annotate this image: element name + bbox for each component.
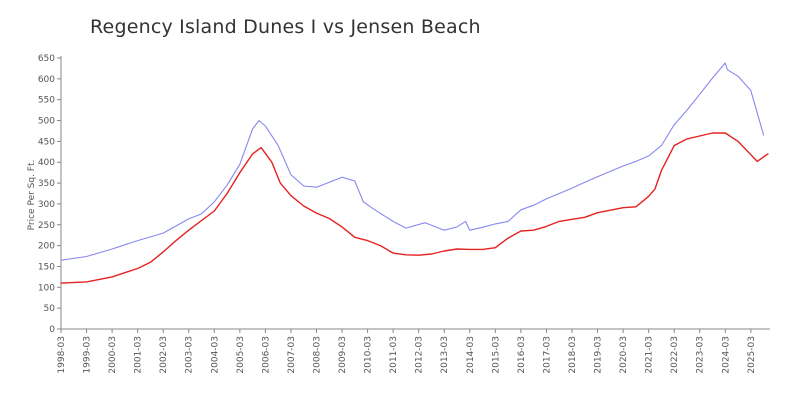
y-tick-label: 200	[38, 242, 55, 252]
x-tick-label: 2004-03	[210, 336, 220, 374]
x-tick-label: 2023-03	[696, 336, 706, 374]
x-tick-label: 2010-03	[364, 336, 374, 374]
y-tick-label: 450	[38, 137, 55, 147]
x-tick-label: 2015-03	[491, 336, 501, 374]
y-tick-label: 0	[49, 325, 55, 335]
y-tick-label: 550	[38, 96, 55, 106]
x-tick-label: 2020-03	[619, 336, 629, 374]
x-tick-label: 2003-03	[185, 336, 195, 374]
axes: 0 50 100 150 200 250 300 350 400 450 500 550 600 650 1…	[27, 54, 770, 374]
y-axis-label: Price Per Sq. Ft.	[27, 160, 37, 231]
x-tick-label: 2007-03	[287, 336, 297, 374]
y-tick-label: 100	[38, 283, 55, 293]
x-tick-label: 2009-03	[338, 336, 348, 374]
y-tick-label: 350	[38, 179, 55, 189]
x-tick-label: 2014-03	[466, 336, 476, 374]
series-line-1	[60, 62, 765, 261]
y-tick-label: 650	[38, 54, 55, 64]
x-tick-label: 2011-03	[389, 336, 399, 374]
x-tick-label: 2018-03	[568, 336, 578, 374]
x-tick-label: 2016-03	[517, 336, 527, 374]
x-tick-label: 2005-03	[236, 336, 246, 374]
y-tick-label: 300	[38, 200, 55, 210]
x-tick-label: 1998-03	[57, 336, 67, 374]
x-tick-label: 2000-03	[108, 336, 118, 374]
x-tick-label: 2019-03	[594, 336, 604, 374]
y-tick-label: 150	[38, 262, 55, 272]
x-tick-label: 2012-03	[415, 336, 425, 374]
x-tick-label: 2022-03	[670, 336, 680, 374]
y-tick-label: 250	[38, 221, 55, 231]
chart-title: Regency Island Dunes I vs Jensen Beach	[90, 16, 481, 38]
y-tick-label: 50	[44, 304, 56, 314]
x-tick-label: 1999-03	[83, 336, 93, 374]
x-tick-label: 2006-03	[261, 336, 271, 374]
x-tick-label: 2008-03	[312, 336, 322, 374]
x-tick-label: 2017-03	[542, 336, 552, 374]
series-group	[60, 62, 769, 284]
series-line-2	[60, 132, 769, 284]
x-tick-label: 2013-03	[440, 336, 450, 374]
x-tick-label: 2021-03	[645, 336, 655, 374]
x-tick-label: 2002-03	[159, 336, 169, 374]
y-tick-label: 400	[38, 158, 55, 168]
y-tick-label: 500	[38, 117, 55, 127]
x-tick-label: 2025-03	[747, 336, 757, 374]
y-tick-label: 600	[38, 75, 55, 85]
x-tick-label: 2001-03	[134, 336, 144, 374]
x-tick-label: 2024-03	[721, 336, 731, 374]
